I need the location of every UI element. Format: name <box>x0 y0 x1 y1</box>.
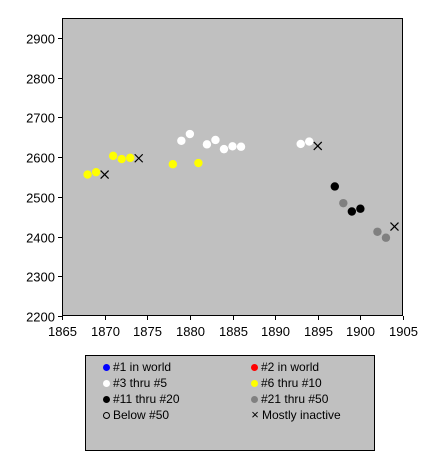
point-11-thru-20 <box>347 207 357 216</box>
legend-item: #21 thru #50 <box>250 391 380 407</box>
point-3-thru-5 <box>236 142 246 151</box>
point-11-thru-20 <box>356 204 365 213</box>
y-tick-label: 2800 <box>26 72 55 87</box>
legend-label: #1 in world <box>113 360 172 374</box>
x-marker-icon: × <box>251 407 259 422</box>
y-axis: 2200 2300 2400 2500 2600 2700 2800 2900 <box>26 32 62 325</box>
point-6-thru-10 <box>168 160 178 169</box>
dot-marker-icon <box>103 379 110 387</box>
y-tick-label: 2500 <box>26 191 55 206</box>
point-mostly-inactive <box>313 141 323 151</box>
point-21-thru-50 <box>381 233 391 242</box>
point-3-thru-5 <box>305 137 314 146</box>
point-3-thru-5 <box>296 139 305 149</box>
point-6-thru-10 <box>194 158 203 168</box>
dot-marker-icon <box>103 363 110 371</box>
x-tick-label: 1890 <box>261 324 290 339</box>
point-6-thru-10 <box>108 151 118 161</box>
legend-label: #11 thru #20 <box>113 392 180 406</box>
point-6-thru-10 <box>126 153 135 163</box>
point-3-thru-5 <box>177 136 186 145</box>
legend-item: #2 in world <box>250 359 380 375</box>
dot-marker-icon <box>103 395 110 403</box>
legend-item: #11 thru #20 <box>102 391 250 407</box>
ring-marker-icon <box>103 411 110 419</box>
y-tick-label: 2600 <box>26 151 55 166</box>
point-mostly-inactive <box>390 222 399 232</box>
point-3-thru-5 <box>219 144 229 154</box>
dot-marker-icon <box>251 395 258 403</box>
legend-item: #3 thru #5 <box>102 375 250 391</box>
legend-label: #6 thru #10 <box>261 376 322 390</box>
x-tick-label: 1905 <box>389 324 418 339</box>
point-6-thru-10 <box>91 167 101 177</box>
legend-item: #6 thru #10 <box>250 375 380 391</box>
y-tick-label: 2700 <box>26 111 55 126</box>
legend-label: #21 thru #50 <box>261 392 329 406</box>
legend-item: Below #50 <box>102 407 250 423</box>
y-tick-label: 2300 <box>26 270 55 285</box>
point-6-thru-10 <box>117 154 126 164</box>
point-3-thru-5 <box>185 129 195 139</box>
point-21-thru-50 <box>339 198 348 208</box>
y-tick-label: 2900 <box>26 32 55 47</box>
legend-label: #3 thru #5 <box>113 376 168 390</box>
plot-area <box>62 18 403 316</box>
x-tick-label: 1880 <box>176 324 205 339</box>
y-tick-label: 2400 <box>26 231 55 246</box>
x-tick-label: 1900 <box>346 324 375 339</box>
x-tick-label: 1870 <box>91 324 120 339</box>
x-tick-label: 1885 <box>219 324 248 339</box>
point-3-thru-5 <box>202 140 212 149</box>
point-mostly-inactive <box>134 153 144 163</box>
point-6-thru-10 <box>83 170 92 179</box>
chart-canvas: 2200 2300 2400 2500 2600 2700 2800 2900 1865 187… <box>26 18 418 339</box>
point-mostly-inactive <box>100 170 110 179</box>
x-tick-label: 1865 <box>48 324 77 339</box>
y-tick-label: 2200 <box>26 310 55 325</box>
x-tick-label: 1895 <box>304 324 333 339</box>
legend-item: × Mostly inactive <box>250 407 380 423</box>
point-3-thru-5 <box>211 135 220 145</box>
data-points <box>83 129 399 242</box>
x-tick-label: 1875 <box>133 324 162 339</box>
legend: #1 in world #2 in world #3 thru #5 #6 thru … <box>85 355 375 451</box>
dot-marker-icon <box>251 379 258 387</box>
legend-label: Mostly inactive <box>262 408 341 422</box>
x-axis: 1865 1870 1875 1880 1885 1890 1895 1900 1905 <box>48 316 418 339</box>
point-3-thru-5 <box>228 142 237 151</box>
legend-label: #2 in world <box>261 360 320 374</box>
legend-item: #1 in world <box>102 359 250 375</box>
dot-marker-icon <box>251 363 258 371</box>
point-21-thru-50 <box>373 227 382 236</box>
point-11-thru-20 <box>330 182 339 191</box>
legend-label: Below #50 <box>113 408 170 422</box>
